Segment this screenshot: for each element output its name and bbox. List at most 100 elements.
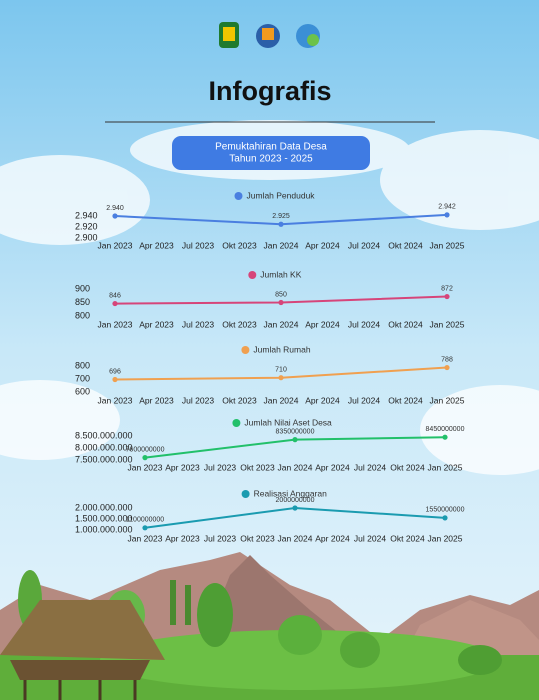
x-tick-label: Jul 2023 [204,462,236,472]
point [278,375,284,381]
x-tick-label: Jan 2024 [278,462,313,472]
x-tick-label: Apr 2023 [139,240,174,250]
x-tick-label: Jan 2023 [98,395,133,405]
x-tick-label: Okt 2023 [222,240,257,250]
point [442,434,448,440]
badge-text: Pemuktahiran Data Desa [215,142,327,153]
y-tick-label: 7.500.000.000 [75,454,133,464]
x-tick-label: Jul 2023 [182,319,214,329]
x-tick-label: Apr 2023 [139,395,174,405]
x-tick-label: Okt 2024 [390,462,425,472]
landscape [0,552,539,700]
x-tick-label: Apr 2023 [139,319,174,329]
x-tick-label: Okt 2023 [240,533,275,543]
point [112,213,118,219]
legend-label: Jumlah Penduduk [247,190,316,200]
legend-marker [241,490,250,498]
point [142,455,148,461]
point [278,221,284,227]
x-tick-label: Jan 2024 [278,533,313,543]
legend-label: Realisasi Anggaran [254,488,328,498]
legend-label: Jumlah KK [260,269,301,279]
value-label: 710 [275,367,287,374]
value-label: 8350000000 [276,428,315,435]
badge-text: Tahun 2023 - 2025 [229,154,313,165]
point [444,364,450,371]
y-tick-label: 1.500.000.000 [75,513,133,523]
x-tick-label: Jul 2023 [204,533,236,543]
value-label: 7600000000 [126,446,165,453]
x-tick-label: Okt 2024 [390,533,425,543]
x-tick-label: Jan 2024 [264,240,299,250]
value-label: 2.925 [272,213,290,220]
y-tick-label: 2.940 [75,210,98,220]
point [292,505,298,511]
x-tick-label: Apr 2024 [305,395,340,405]
x-tick-label: Jul 2024 [348,240,380,250]
y-tick-label: 2.920 [75,221,98,231]
point [112,300,118,307]
x-tick-label: Apr 2023 [165,462,200,472]
y-tick-label: 1.000.000.000 [75,524,133,534]
x-tick-label: Jan 2025 [428,533,463,543]
x-tick-label: Jan 2024 [264,395,299,405]
value-label: 872 [441,285,453,292]
x-tick-label: Jan 2025 [430,395,465,405]
legend-marker [234,192,243,200]
value-label: 2000000000 [276,497,315,504]
x-tick-label: Jul 2023 [182,395,214,405]
x-tick-label: Jan 2025 [428,462,463,472]
y-tick-label: 8.000.000.000 [75,442,133,452]
x-tick-label: Jan 2023 [98,319,133,329]
point [278,299,284,306]
y-tick-label: 850 [75,297,90,307]
point [442,515,448,521]
legend-marker [248,271,257,279]
x-tick-label: Jul 2023 [182,240,214,250]
point [142,525,148,531]
x-tick-label: Okt 2024 [388,319,423,329]
legend-marker [232,419,241,427]
legend-label: Jumlah Rumah [253,344,310,354]
x-tick-label: Apr 2024 [305,240,340,250]
x-tick-label: Jul 2024 [354,533,386,543]
x-tick-label: Jan 2024 [264,319,299,329]
x-tick-label: Okt 2023 [222,395,257,405]
badge [172,136,370,170]
point [112,376,118,383]
x-tick-label: Okt 2023 [240,462,275,472]
x-tick-label: Okt 2023 [222,319,257,329]
value-label: 2.942 [438,204,456,211]
y-tick-label: 2.000.000.000 [75,502,133,512]
x-tick-label: Jan 2025 [430,319,465,329]
point [444,212,450,218]
x-tick-label: Jan 2025 [430,240,465,250]
x-tick-label: Jan 2023 [128,462,163,472]
y-tick-label: 2.900 [75,232,98,242]
y-tick-label: 900 [75,283,90,293]
value-label: 846 [109,292,121,299]
x-tick-label: Jul 2024 [354,462,386,472]
x-tick-label: Jul 2024 [348,395,380,405]
legend-label: Jumlah Nilai Aset Desa [244,417,332,427]
title: Infografis [208,76,331,106]
x-tick-label: Jan 2023 [128,533,163,543]
y-tick-label: 800 [75,310,90,320]
x-tick-label: Apr 2024 [305,319,340,329]
value-label: 8450000000 [426,426,465,433]
x-tick-label: Okt 2024 [388,395,423,405]
x-tick-label: Apr 2024 [315,533,350,543]
value-label: 1100000000 [126,517,165,524]
point [292,437,298,443]
y-tick-label: 8.500.000.000 [75,430,133,440]
x-tick-label: Apr 2023 [165,533,200,543]
point [444,293,450,300]
value-label: 788 [441,356,453,363]
value-label: 2.940 [106,205,124,212]
y-tick-label: 600 [75,386,90,396]
legend-marker [241,346,250,354]
value-label: 696 [109,368,121,375]
x-tick-label: Jan 2023 [98,240,133,250]
